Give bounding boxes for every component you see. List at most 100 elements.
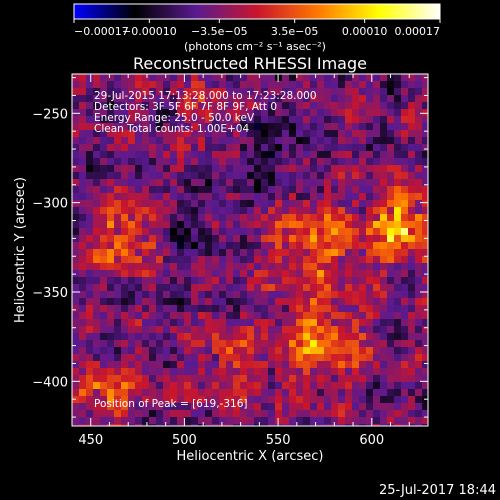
heatmap-cell bbox=[324, 200, 331, 207]
heatmap-cell bbox=[170, 375, 177, 382]
heatmap-cell bbox=[352, 256, 359, 263]
heatmap-cell bbox=[247, 368, 254, 375]
heatmap-cell bbox=[296, 340, 303, 347]
heatmap-cell bbox=[366, 382, 373, 389]
heatmap-cell bbox=[170, 242, 177, 249]
heatmap-cell bbox=[359, 172, 366, 179]
heatmap-cell bbox=[296, 256, 303, 263]
heatmap-cell bbox=[359, 214, 366, 221]
heatmap-cell bbox=[114, 249, 121, 256]
heatmap-cell bbox=[352, 165, 359, 172]
heatmap-cell bbox=[254, 277, 261, 284]
heatmap-cell bbox=[86, 88, 93, 95]
heatmap-cell bbox=[366, 319, 373, 326]
heatmap-cell bbox=[247, 417, 254, 424]
heatmap-cell bbox=[191, 347, 198, 354]
heatmap-cell bbox=[135, 263, 142, 270]
heatmap-cell bbox=[310, 137, 317, 144]
heatmap-cell bbox=[100, 256, 107, 263]
heatmap-cell bbox=[72, 312, 79, 319]
heatmap-cell bbox=[331, 95, 338, 102]
heatmap-cell bbox=[275, 123, 282, 130]
heatmap-cell bbox=[163, 375, 170, 382]
heatmap-cell bbox=[268, 382, 275, 389]
heatmap-cell bbox=[310, 165, 317, 172]
heatmap-cell bbox=[394, 424, 401, 426]
heatmap-cell bbox=[373, 277, 380, 284]
heatmap-cell bbox=[387, 228, 394, 235]
heatmap-cell bbox=[72, 410, 79, 417]
heatmap-cell bbox=[303, 340, 310, 347]
heatmap-cell bbox=[205, 151, 212, 158]
heatmap-cell bbox=[93, 235, 100, 242]
heatmap-cell bbox=[331, 389, 338, 396]
heatmap-cell bbox=[380, 186, 387, 193]
heatmap-cell bbox=[268, 263, 275, 270]
heatmap-cell bbox=[86, 256, 93, 263]
heatmap-cell bbox=[233, 193, 240, 200]
heatmap-cell bbox=[100, 291, 107, 298]
heatmap-cell bbox=[240, 151, 247, 158]
heatmap-cell bbox=[72, 172, 79, 179]
heatmap-cell bbox=[240, 172, 247, 179]
heatmap-cell bbox=[128, 74, 135, 81]
heatmap-cell bbox=[310, 179, 317, 186]
heatmap-cell bbox=[233, 221, 240, 228]
heatmap-cell bbox=[408, 270, 415, 277]
heatmap-cell bbox=[114, 298, 121, 305]
heatmap-cell bbox=[156, 298, 163, 305]
heatmap-cell bbox=[240, 130, 247, 137]
heatmap-cell bbox=[380, 130, 387, 137]
heatmap-cell bbox=[289, 305, 296, 312]
heatmap-cell bbox=[338, 382, 345, 389]
heatmap-cell bbox=[345, 249, 352, 256]
heatmap-cell bbox=[254, 312, 261, 319]
heatmap-cell bbox=[331, 214, 338, 221]
heatmap-cell bbox=[261, 109, 268, 116]
heatmap-cell bbox=[394, 81, 401, 88]
heatmap-cell bbox=[366, 389, 373, 396]
heatmap-cell bbox=[149, 319, 156, 326]
heatmap-cell bbox=[338, 151, 345, 158]
heatmap-cell bbox=[408, 130, 415, 137]
heatmap-cell bbox=[310, 102, 317, 109]
heatmap-cell bbox=[394, 123, 401, 130]
heatmap-cell bbox=[184, 319, 191, 326]
heatmap-cell bbox=[128, 193, 135, 200]
heatmap-cell bbox=[86, 368, 93, 375]
colorbar-tick-label: 0.00017 bbox=[395, 25, 441, 38]
heatmap-cell bbox=[394, 326, 401, 333]
heatmap-cell bbox=[205, 284, 212, 291]
heatmap-cell bbox=[338, 179, 345, 186]
heatmap-cell bbox=[114, 74, 121, 81]
heatmap-cell bbox=[415, 88, 422, 95]
heatmap-cell bbox=[387, 347, 394, 354]
heatmap-cell bbox=[380, 81, 387, 88]
heatmap-cell bbox=[233, 116, 240, 123]
heatmap-cell bbox=[254, 263, 261, 270]
heatmap-cell bbox=[163, 151, 170, 158]
heatmap-cell bbox=[184, 81, 191, 88]
heatmap-cell bbox=[422, 354, 428, 361]
heatmap-cell bbox=[345, 340, 352, 347]
heatmap-cell bbox=[142, 116, 149, 123]
heatmap-cell bbox=[282, 382, 289, 389]
heatmap-cell bbox=[156, 312, 163, 319]
heatmap-cell bbox=[219, 242, 226, 249]
heatmap-cell bbox=[121, 123, 128, 130]
heatmap-cell bbox=[247, 214, 254, 221]
heatmap-cell bbox=[261, 207, 268, 214]
heatmap-cell bbox=[394, 368, 401, 375]
heatmap-cell bbox=[401, 333, 408, 340]
heatmap-cell bbox=[394, 354, 401, 361]
heatmap-cell bbox=[163, 389, 170, 396]
heatmap-cell bbox=[205, 88, 212, 95]
heatmap-cell bbox=[212, 333, 219, 340]
heatmap-cell bbox=[324, 74, 331, 81]
heatmap-cell bbox=[408, 221, 415, 228]
heatmap-cell bbox=[100, 326, 107, 333]
heatmap-cell bbox=[177, 235, 184, 242]
heatmap-cell bbox=[317, 319, 324, 326]
heatmap-cell bbox=[121, 137, 128, 144]
heatmap-cell bbox=[142, 165, 149, 172]
